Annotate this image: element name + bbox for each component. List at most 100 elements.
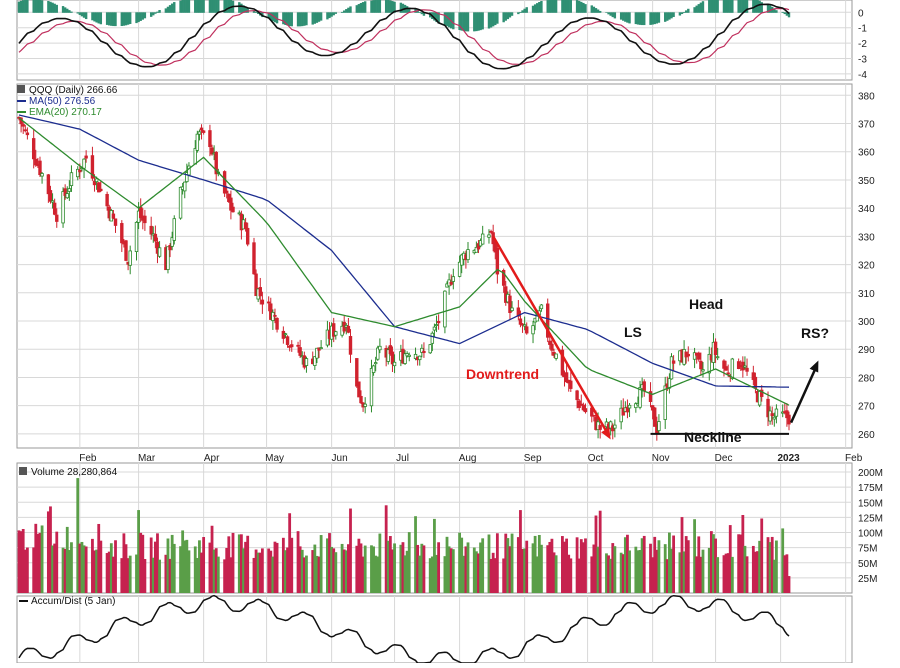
candle-body [531,325,535,335]
volume-bar [579,539,583,593]
macd-hist-bar [185,0,189,13]
macd-hist-bar [521,10,524,13]
candle-body [231,206,235,213]
macd-hist-bar [569,0,572,13]
macd-hist-bar [76,12,79,14]
macd-hist-bar [638,12,642,25]
volume-bar [239,534,243,593]
macd-hist-bar [198,0,201,13]
candle-body [403,353,407,364]
volume-bar [640,538,644,593]
volume-bar [754,551,757,593]
candle-body [648,391,653,402]
volume-bar [756,551,759,593]
macd-hist-bar [550,0,554,13]
volume-tick-label: 75M [858,544,877,555]
candle-body [185,172,189,183]
volume-bar [537,534,541,593]
volume-bar [378,533,382,593]
macd-hist-bar [238,2,241,13]
x-tick-label: Mar [138,453,156,464]
candle-body [67,188,72,192]
volume-bar [181,530,185,593]
volume-bar [363,545,367,593]
volume-bar [403,555,407,593]
volume-bar [477,553,480,593]
candle-body [168,244,172,251]
macd-hist-bar [200,0,203,13]
macd-hist-bar [607,12,610,15]
macd-hist-bar [363,1,367,13]
volume-bar [286,547,289,593]
candle-body [418,355,422,361]
macd-hist-bar [359,3,363,13]
candle-body [143,215,147,224]
volume-bar [208,542,212,593]
candle-body [730,358,735,379]
macd-hist-bar [343,10,346,13]
macd-hist-bar [47,0,50,13]
macd-hist-bar [298,12,302,27]
symbol-legend: QQQ (Daily) 266.66 [29,85,118,96]
macd-hist-bar [435,12,438,23]
candle-body [669,356,674,380]
volume-bar [609,558,613,593]
volume-bar [55,531,59,593]
macd-hist-bar [345,9,348,13]
macd-hist-bar [227,0,231,13]
macd-hist-bar [496,12,499,24]
volume-bar [521,548,524,593]
candle-body [638,387,642,408]
macd-hist-bar [225,0,228,13]
macd-hist-bar [582,2,585,13]
volume-bar [51,545,54,593]
volume-bar [105,553,109,593]
candle-body [113,218,118,226]
volume-bar [298,546,302,593]
volume-bar [504,533,508,593]
volume-bar [80,541,84,593]
macd-hist-bar [317,12,321,22]
macd-hist-bar [196,0,199,13]
x-tick-label: Oct [588,453,604,464]
frame-macd [16,0,853,81]
ls-label: LS [624,324,642,340]
volume-bar [775,540,778,593]
candle-body [31,138,36,160]
candle-body [199,127,204,131]
candle-body [480,233,485,245]
volume-bar [768,542,772,593]
macd-hist-bar [347,7,350,13]
volume-bar [418,555,422,593]
candle-body [120,223,124,244]
candle-body [69,172,74,187]
price-tick-label: 270 [858,402,875,413]
candle-body [197,131,202,135]
volume-bar [401,542,405,593]
volume-bar [592,544,596,593]
macd-hist-bar [391,1,394,13]
price-tick-label: 380 [858,91,875,102]
candle-body [52,202,57,215]
volume-bar [135,554,138,593]
macd-hist-bar [695,5,698,13]
macd-hist-bar [124,12,128,26]
volume-bar [21,528,25,593]
volume-bar [386,540,390,593]
candle-body [304,358,309,366]
candle-body [63,188,67,196]
candle-body [376,347,380,360]
volume-bar [508,546,512,593]
candle-body [298,347,302,356]
macd-hist-bar [605,12,608,13]
x-tick-label: Jun [332,453,348,464]
macd-hist-bar [533,4,537,13]
volume-bar [340,543,344,593]
candle-body [436,321,441,324]
volume-bar [151,557,155,593]
macd-hist-bar [389,0,392,13]
x-tick-label: Feb [79,453,97,464]
macd-hist-bar [296,12,300,27]
macd-hist-bar [284,12,287,25]
macd-hist-bar [269,12,272,20]
